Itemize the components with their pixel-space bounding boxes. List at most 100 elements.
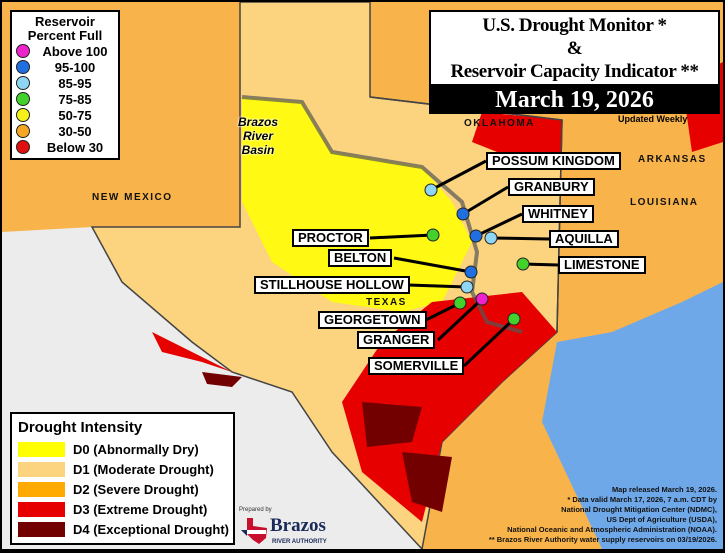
reservoir-marker[interactable] <box>469 229 483 243</box>
reservoir-marker[interactable] <box>475 292 489 306</box>
label-texas: TEXAS <box>366 297 407 308</box>
leader-line <box>436 297 484 342</box>
leader-line <box>475 212 523 238</box>
drought-legend-item: D2 (Severe Drought) <box>18 479 227 499</box>
drought-swatch <box>18 441 65 457</box>
legend-label: Below 30 <box>46 139 104 155</box>
prepared-by: Prepared by <box>239 507 272 513</box>
legend-dot-icon <box>16 140 30 154</box>
reservoir-legend-item: Above 100 <box>16 43 114 59</box>
drought-swatch <box>18 481 65 497</box>
label-arkansas: ARKANSAS <box>638 154 707 165</box>
drought-legend-item: D4 (Exceptional Drought) <box>18 519 229 539</box>
basin-line-2: River <box>242 129 274 143</box>
reservoir-marker[interactable] <box>456 207 470 221</box>
credit-line: National Drought Mitigation Center (NDMC… <box>561 505 717 514</box>
leader-line <box>407 283 468 289</box>
credit-line: Map released March 19, 2026. <box>611 485 717 494</box>
title-block: U.S. Drought Monitor * & Reservoir Capac… <box>429 10 720 114</box>
legend-label: 50-75 <box>58 107 92 123</box>
legend-label: 30-50 <box>58 123 92 139</box>
reservoir-marker[interactable] <box>460 280 474 294</box>
reservoir-marker[interactable] <box>424 183 438 197</box>
reservoir-marker[interactable] <box>426 228 440 242</box>
reservoir-label: GRANBURY <box>508 178 595 196</box>
reservoir-legend-item: 75-85 <box>16 91 114 107</box>
reservoir-legend-item: 30-50 <box>16 123 114 139</box>
legend-label: Above 100 <box>42 43 108 59</box>
leader-line <box>462 185 509 216</box>
drought-legend-item: D1 (Moderate Drought) <box>18 459 227 479</box>
credits: Map released March 19, 2026. * Data valid… <box>489 485 717 545</box>
drought-label: D3 (Extreme Drought) <box>73 501 208 517</box>
legend-label: 95-100 <box>54 59 96 75</box>
leader-line <box>490 236 550 241</box>
reservoir-label: WHITNEY <box>522 205 594 223</box>
title-line-3: Reservoir Capacity Indicator ** <box>450 61 699 82</box>
reservoir-label: STILLHOUSE HOLLOW <box>254 276 410 294</box>
d0-area <box>242 97 472 312</box>
reservoir-legend: Reservoir Percent Full Above 100 95-100 85… <box>10 10 120 160</box>
brazos-basin-outline <box>241 95 523 334</box>
leader-line <box>369 233 434 240</box>
reservoir-label: GRANGER <box>357 331 436 349</box>
reservoir-label: GEORGETOWN <box>318 311 427 329</box>
reservoir-marker[interactable] <box>507 312 521 326</box>
credit-line: National Oceanic and Atmospheric Adminis… <box>507 525 717 534</box>
reservoir-label: BELTON <box>328 249 393 267</box>
label-oklahoma: OKLAHOMA <box>464 118 535 129</box>
drought-legend-title: Drought Intensity <box>18 419 143 436</box>
map-date: March 19, 2026 <box>429 86 720 114</box>
reservoir-legend-item: Below 30 <box>16 139 114 155</box>
drought-legend-item: D3 (Extreme Drought) <box>18 499 227 519</box>
reservoir-label: LIMESTONE <box>558 256 646 274</box>
reservoir-legend-title-2: Percent Full <box>27 28 103 43</box>
reservoir-marker[interactable] <box>464 265 478 279</box>
reservoir-label: POSSUM KINGDOM <box>486 152 621 170</box>
basin-line-3: Basin <box>241 143 275 157</box>
reservoir-label: PROCTOR <box>292 229 369 247</box>
drought-swatch <box>18 501 65 517</box>
leader-line <box>462 317 516 368</box>
reservoir-label: SOMERVILLE <box>368 357 465 375</box>
reservoir-legend-item: 85-95 <box>16 75 114 91</box>
gulf-of-mexico <box>542 282 723 549</box>
drought-legend-item: D0 (Abnormally Dry) <box>18 439 227 459</box>
legend-dot-icon <box>16 124 30 138</box>
drought-label: D2 (Severe Drought) <box>73 481 199 497</box>
legend-dot-icon <box>16 92 30 106</box>
reservoir-marker[interactable] <box>453 296 467 310</box>
drought-label: D0 (Abnormally Dry) <box>73 441 199 457</box>
updated-weekly: Updated Weekly <box>618 114 688 124</box>
reservoir-legend-title-1: Reservoir <box>35 14 95 29</box>
legend-dot-icon <box>16 44 30 58</box>
reservoir-label: AQUILLA <box>549 230 619 248</box>
legend-dot-icon <box>16 76 30 90</box>
brazos-basin-label: Brazos River Basin <box>238 115 278 157</box>
drought-label: D1 (Moderate Drought) <box>73 461 214 477</box>
credit-line: * Data valid March 17, 2026, 7 a.m. CDT … <box>567 495 717 504</box>
legend-dot-icon <box>16 60 30 74</box>
reservoir-marker[interactable] <box>516 257 530 271</box>
label-new-mexico: NEW MEXICO <box>92 192 173 203</box>
d3-area-south <box>342 292 557 522</box>
legend-label: 85-95 <box>58 75 92 91</box>
reservoir-marker[interactable] <box>484 231 498 245</box>
d4-areas <box>202 372 452 512</box>
texas-flag-icon <box>241 518 267 544</box>
reservoir-legend-item: 95-100 <box>16 59 114 75</box>
legend-dot-icon <box>16 108 30 122</box>
leader-lines <box>369 159 559 368</box>
drought-swatch <box>18 461 65 477</box>
brazos-river-authority-logo: Prepared by Brazos RIVER AUTHORITY <box>239 507 327 549</box>
leader-line <box>393 256 472 274</box>
leader-line <box>430 159 487 192</box>
logo-subtitle: RIVER AUTHORITY <box>272 539 327 545</box>
basin-line-1: Brazos <box>238 115 279 129</box>
drought-swatch <box>18 521 65 537</box>
legend-label: 75-85 <box>58 91 92 107</box>
credit-line: ** Brazos River Authority water supply r… <box>488 535 717 544</box>
credit-line: US Dept of Agriculture (USDA), <box>606 515 717 524</box>
reservoir-legend-item: 50-75 <box>16 107 114 123</box>
